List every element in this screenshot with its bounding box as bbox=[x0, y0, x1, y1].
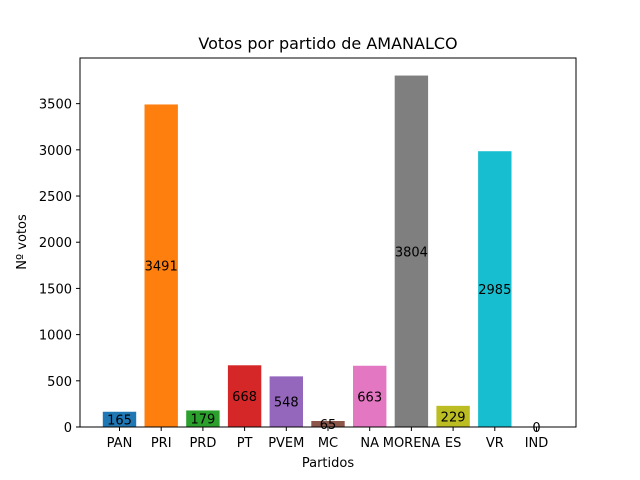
x-tick-label-prd: PRD bbox=[189, 436, 216, 451]
x-axis-label: Partidos bbox=[302, 456, 354, 471]
data-label-pri: 3491 bbox=[145, 260, 178, 275]
x-tick-label-pt: PT bbox=[237, 436, 253, 451]
y-axis-label: Nº votos bbox=[15, 214, 30, 270]
bar-pvem bbox=[269, 376, 303, 427]
y-tick-label-3500: 3500 bbox=[39, 98, 72, 113]
x-tick-label-morena: MORENA bbox=[383, 436, 440, 451]
bar-pan bbox=[102, 411, 137, 427]
data-label-na: 663 bbox=[357, 390, 382, 405]
bars-group bbox=[102, 75, 512, 428]
bar-vr bbox=[478, 151, 512, 427]
x-tick-label-pan: PAN bbox=[107, 436, 133, 451]
x-tick-label-pvem: PVEM bbox=[268, 436, 304, 451]
x-tick-label-pri: PRI bbox=[151, 436, 172, 451]
plot-frame bbox=[79, 57, 577, 428]
x-tick-label-ind: IND bbox=[525, 436, 549, 451]
data-label-mc: 65 bbox=[320, 418, 337, 433]
y-tick-label-0: 0 bbox=[64, 421, 72, 436]
y-axis: 0 500 1000 1500 2000 2500 3000 3500 bbox=[39, 98, 80, 436]
data-label-pt: 668 bbox=[232, 390, 257, 405]
data-label-pan: 165 bbox=[107, 413, 132, 428]
data-label-prd: 179 bbox=[190, 413, 215, 428]
x-tick-label-na: NA bbox=[360, 436, 379, 451]
chart-title: Votos por partido de AMANALCO bbox=[198, 34, 457, 53]
bar-na bbox=[353, 365, 387, 427]
x-axis: PAN PRI PRD PT PVEM MC NA MORENA ES VR IND bbox=[107, 427, 549, 451]
x-tick-label-mc: MC bbox=[318, 436, 338, 451]
x-tick-label-vr: VR bbox=[486, 436, 504, 451]
bar-pt bbox=[227, 365, 262, 427]
bar-prd bbox=[186, 410, 220, 427]
bar-es bbox=[436, 405, 470, 427]
y-tick-label-500: 500 bbox=[47, 375, 72, 390]
data-label-vr: 2985 bbox=[478, 283, 511, 298]
x-tick-label-es: ES bbox=[445, 436, 461, 451]
bar-pri bbox=[144, 104, 178, 427]
y-tick-label-2500: 2500 bbox=[39, 190, 72, 205]
data-label-es: 229 bbox=[441, 410, 466, 425]
y-tick-label-1500: 1500 bbox=[39, 282, 72, 297]
bar-morena bbox=[394, 75, 429, 428]
data-label-morena: 3804 bbox=[395, 245, 428, 260]
y-tick-label-3000: 3000 bbox=[39, 144, 72, 159]
y-tick-label-1000: 1000 bbox=[39, 329, 72, 344]
data-label-pvem: 548 bbox=[274, 396, 299, 411]
bar-mc bbox=[311, 420, 345, 427]
y-tick-label-2000: 2000 bbox=[39, 236, 72, 251]
